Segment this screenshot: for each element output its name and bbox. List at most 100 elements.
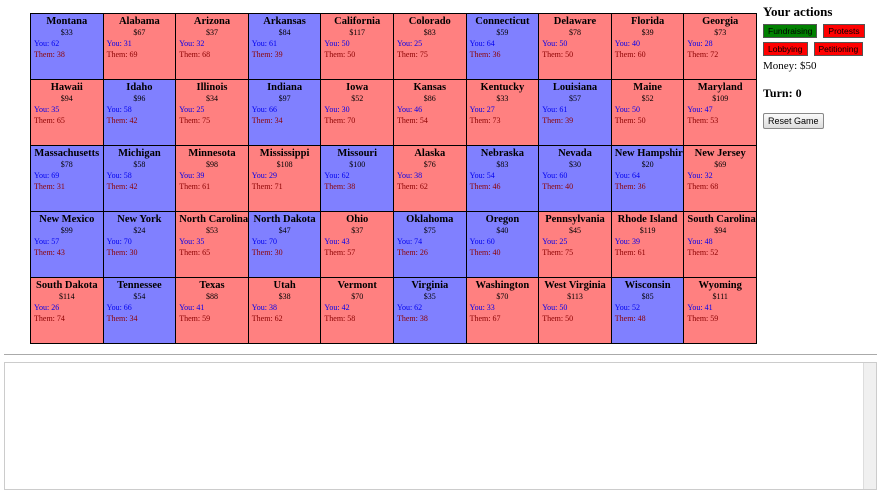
state-tile[interactable]: Washington $70 You: 33 Them: 67 xyxy=(466,278,540,344)
you-support: You: 46 xyxy=(396,105,423,114)
action-button[interactable]: Protests xyxy=(823,24,865,38)
state-name: Nevada xyxy=(558,148,592,159)
state-tile[interactable]: North Carolina $53 You: 35 Them: 65 xyxy=(176,212,249,278)
state-price: $97 xyxy=(278,94,291,103)
them-support: Them: 75 xyxy=(542,248,574,257)
state-tile[interactable]: Alaska $76 You: 38 Them: 62 xyxy=(393,146,467,212)
them-support: Them: 69 xyxy=(106,50,138,59)
action-button[interactable]: Lobbying xyxy=(763,42,808,56)
you-support: You: 62 xyxy=(34,39,60,48)
state-tile[interactable]: Utah $38 You: 38 Them: 62 xyxy=(248,278,322,344)
state-price: $45 xyxy=(568,226,581,235)
state-name: Connecticut xyxy=(475,16,530,27)
state-tile[interactable]: Maryland $109 You: 47 Them: 53 xyxy=(684,80,757,146)
state-tile[interactable]: South Dakota $114 You: 26 Them: 74 xyxy=(31,278,104,344)
state-tile[interactable]: Illinois $34 You: 25 Them: 75 xyxy=(176,80,249,146)
state-name: Wyoming xyxy=(698,280,742,291)
state-tile[interactable]: Nebraska $83 You: 54 Them: 46 xyxy=(466,146,540,212)
you-support: You: 62 xyxy=(396,303,423,312)
state-tile[interactable]: Mississippi $108 You: 29 Them: 71 xyxy=(248,146,322,212)
state-tile[interactable]: Wisconsin $85 You: 52 Them: 48 xyxy=(611,278,685,344)
state-tile[interactable]: Texas $88 You: 41 Them: 59 xyxy=(176,278,249,344)
them-support: Them: 54 xyxy=(396,116,428,125)
state-name: Texas xyxy=(199,280,225,291)
you-support: You: 25 xyxy=(179,105,205,114)
state-tile[interactable]: Tennessee $54 You: 66 Them: 34 xyxy=(103,278,177,344)
them-support: Them: 34 xyxy=(251,116,283,125)
them-support: Them: 50 xyxy=(542,50,574,59)
action-button[interactable]: Petitioning xyxy=(813,42,864,56)
state-tile[interactable]: Indiana $97 You: 66 Them: 34 xyxy=(248,80,322,146)
state-tile[interactable]: Massachusetts $78 You: 69 Them: 31 xyxy=(31,146,104,212)
state-price: $47 xyxy=(278,226,291,235)
state-tile[interactable]: South Carolina $94 You: 48 Them: 52 xyxy=(684,212,757,278)
state-tile[interactable]: Connecticut $59 You: 64 Them: 36 xyxy=(466,14,540,80)
state-tile[interactable]: Montana $33 You: 62 Them: 38 xyxy=(31,14,104,80)
state-name: Ohio xyxy=(346,214,369,225)
state-tile[interactable]: Alabama $67 You: 31 Them: 69 xyxy=(103,14,177,80)
state-tile[interactable]: Maine $52 You: 50 Them: 50 xyxy=(611,80,685,146)
state-tile[interactable]: Arkansas $84 You: 61 Them: 39 xyxy=(248,14,322,80)
state-tile[interactable]: Kansas $86 You: 46 Them: 54 xyxy=(393,80,467,146)
state-tile[interactable]: Idaho $96 You: 58 Them: 42 xyxy=(103,80,177,146)
scrollbar xyxy=(863,363,876,489)
you-support: You: 43 xyxy=(324,237,350,246)
action-button[interactable]: Fundraising xyxy=(763,24,818,38)
state-tile[interactable]: New Jersey $69 You: 32 Them: 68 xyxy=(684,146,757,212)
you-support: You: 42 xyxy=(324,303,350,312)
state-tile[interactable]: Arizona $37 You: 32 Them: 68 xyxy=(176,14,249,80)
sidebar: Your actions Fundraising Protests Lobbying… xyxy=(763,4,877,129)
state-name: North Dakota xyxy=(253,214,316,225)
state-price: $78 xyxy=(568,28,581,37)
state-tile[interactable]: Kentucky $33 You: 27 Them: 73 xyxy=(466,80,540,146)
you-support: You: 38 xyxy=(396,171,423,180)
state-tile[interactable]: Ohio $37 You: 43 Them: 57 xyxy=(321,212,394,278)
state-tile[interactable]: Virginia $35 You: 62 Them: 38 xyxy=(393,278,467,344)
you-support: You: 50 xyxy=(542,39,568,48)
state-tile[interactable]: Pennsylvania $45 You: 25 Them: 75 xyxy=(539,212,612,278)
log-box[interactable] xyxy=(4,362,877,490)
state-tile[interactable]: Florida $39 You: 40 Them: 60 xyxy=(611,14,685,80)
state-tile[interactable]: New Hampshire $20 You: 64 Them: 36 xyxy=(611,146,685,212)
state-price: $70 xyxy=(351,292,364,301)
state-tile[interactable]: New Mexico $99 You: 57 Them: 43 xyxy=(31,212,104,278)
them-support: Them: 50 xyxy=(324,50,356,59)
state-price: $94 xyxy=(714,226,727,235)
state-price: $99 xyxy=(60,226,73,235)
state-price: $54 xyxy=(133,292,146,301)
state-tile[interactable]: Oklahoma $75 You: 74 Them: 26 xyxy=(393,212,467,278)
state-price: $38 xyxy=(278,292,291,301)
state-name: West Virginia xyxy=(544,280,606,291)
them-support: Them: 38 xyxy=(34,50,65,59)
state-tile[interactable]: Iowa $52 You: 30 Them: 70 xyxy=(321,80,394,146)
state-tile[interactable]: Louisiana $57 You: 61 Them: 39 xyxy=(539,80,612,146)
reset-button[interactable]: Reset Game xyxy=(763,113,824,129)
state-tile[interactable]: Vermont $70 You: 42 Them: 58 xyxy=(321,278,394,344)
state-tile[interactable]: Colorado $83 You: 25 Them: 75 xyxy=(393,14,467,80)
state-tile[interactable]: North Dakota $47 You: 70 Them: 30 xyxy=(248,212,322,278)
them-support: Them: 75 xyxy=(179,116,211,125)
state-price: $108 xyxy=(276,160,293,169)
state-tile[interactable]: Nevada $30 You: 60 Them: 40 xyxy=(539,146,612,212)
state-tile[interactable]: Georgia $73 You: 28 Them: 72 xyxy=(684,14,757,80)
state-tile[interactable]: New York $24 You: 70 Them: 30 xyxy=(103,212,177,278)
state-tile[interactable]: Oregon $40 You: 60 Them: 40 xyxy=(466,212,540,278)
state-tile[interactable]: West Virginia $113 You: 50 Them: 50 xyxy=(539,278,612,344)
you-support: You: 26 xyxy=(34,303,60,312)
state-tile[interactable]: Minnesota $98 You: 39 Them: 61 xyxy=(176,146,249,212)
state-tile[interactable]: Michigan $58 You: 58 Them: 42 xyxy=(103,146,177,212)
you-support: You: 41 xyxy=(179,303,205,312)
state-tile[interactable]: Hawaii $94 You: 35 Them: 65 xyxy=(31,80,104,146)
state-tile[interactable]: Rhode Island $119 You: 39 Them: 61 xyxy=(611,212,685,278)
them-support: Them: 50 xyxy=(614,116,646,125)
state-price: $113 xyxy=(567,292,583,301)
state-tile[interactable]: California $117 You: 50 Them: 50 xyxy=(321,14,394,80)
state-name: Indiana xyxy=(267,82,303,93)
state-name: Idaho xyxy=(126,82,153,93)
state-tile[interactable]: Missouri $100 You: 62 Them: 38 xyxy=(321,146,394,212)
state-name: South Dakota xyxy=(36,280,98,291)
state-tile[interactable]: Delaware $78 You: 50 Them: 50 xyxy=(539,14,612,80)
them-support: Them: 38 xyxy=(324,182,356,191)
state-tile[interactable]: Wyoming $111 You: 41 Them: 59 xyxy=(684,278,757,344)
you-support: You: 40 xyxy=(614,39,640,48)
